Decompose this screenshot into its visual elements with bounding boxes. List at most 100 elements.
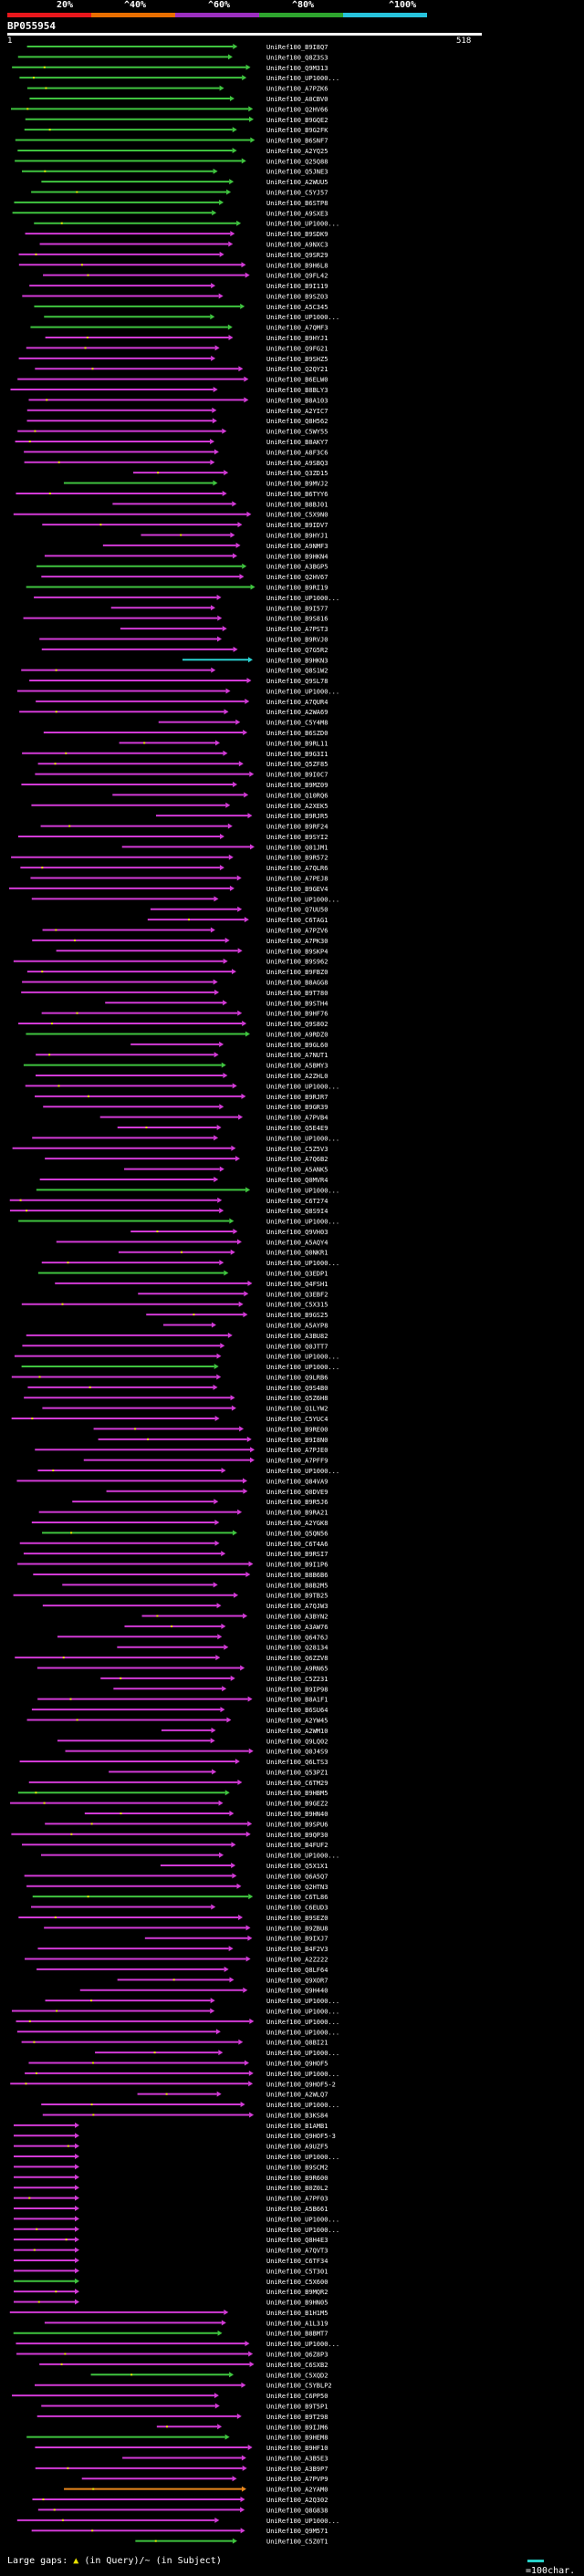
- hit-row[interactable]: UniRef100_A2ZHL0: [35, 1073, 328, 1080]
- hit-row[interactable]: UniRef100_Q0J4S9: [65, 1748, 328, 1756]
- hit-label[interactable]: UniRef100_B9STH4: [266, 1000, 328, 1007]
- hit-row[interactable]: UniRef100_Q2QY21: [35, 366, 328, 373]
- hit-label[interactable]: UniRef100_A7QMF3: [266, 325, 328, 332]
- hit-row[interactable]: UniRef100_Q5E4E9: [117, 1124, 328, 1132]
- hit-row[interactable]: UniRef100_B9G2FK: [24, 127, 328, 134]
- hit-row[interactable]: UniRef100_B8AKY7: [15, 438, 328, 446]
- hit-row[interactable]: UniRef100_B9SYI2: [17, 833, 328, 841]
- hit-label[interactable]: UniRef100_UP1000...: [266, 1998, 339, 2005]
- hit-row[interactable]: UniRef100_A2WM10: [161, 1727, 328, 1735]
- hit-row[interactable]: UniRef100_B9I119: [29, 283, 328, 290]
- hit-label[interactable]: UniRef100_Q7G5R2: [266, 647, 328, 654]
- hit-row[interactable]: UniRef100_C6TAG1: [147, 917, 328, 924]
- hit-row[interactable]: UniRef100_Q9H440: [79, 1987, 328, 1995]
- hit-label[interactable]: UniRef100_B9IDV7: [266, 522, 328, 529]
- hit-label[interactable]: UniRef100_Q6LTS3: [266, 1759, 328, 1766]
- hit-row[interactable]: UniRef100_Q8Z3S3: [17, 54, 328, 61]
- hit-row[interactable]: UniRef100_A7PST3: [120, 626, 328, 633]
- hit-label[interactable]: UniRef100_B9SPU6: [266, 1821, 328, 1828]
- hit-row[interactable]: UniRef100_B9RF24: [40, 823, 328, 831]
- hit-label[interactable]: UniRef100_B8AKY7: [266, 439, 328, 446]
- hit-row[interactable]: UniRef100_B9STH4: [105, 1000, 328, 1007]
- hit-label[interactable]: UniRef100_A2XEK5: [266, 803, 328, 810]
- hit-label[interactable]: UniRef100_B9TB25: [266, 1593, 328, 1600]
- hit-label[interactable]: UniRef100_Q01JM1: [266, 844, 328, 851]
- hit-row[interactable]: UniRef100_Q10RQ6: [112, 792, 328, 799]
- hit-row[interactable]: UniRef100_B9IP98: [113, 1686, 328, 1693]
- hit-label[interactable]: UniRef100_A7QLR6: [266, 865, 328, 872]
- hit-label[interactable]: UniRef100_B9HN40: [266, 1811, 328, 1818]
- hit-label[interactable]: UniRef100_A2Z222: [266, 1957, 328, 1964]
- hit-row[interactable]: UniRef100_B9HF10: [35, 2445, 328, 2452]
- hit-label[interactable]: UniRef100_B6TYY6: [266, 491, 328, 498]
- hit-row[interactable]: UniRef100_A2WUU5: [41, 179, 328, 186]
- hit-row[interactable]: UniRef100_A2YW45: [26, 1717, 328, 1724]
- hit-row[interactable]: UniRef100_C5Y4M8: [158, 719, 328, 727]
- hit-row[interactable]: UniRef100_B4F2V3: [37, 1946, 328, 1953]
- hit-row[interactable]: UniRef100_A5C345: [34, 303, 328, 311]
- hit-label[interactable]: UniRef100_UP1000...: [266, 2009, 339, 2016]
- hit-row[interactable]: UniRef100_UP1000...: [16, 2029, 339, 2036]
- hit-label[interactable]: UniRef100_Q8BI21: [266, 2040, 328, 2047]
- hit-label[interactable]: UniRef100_B9HEM8: [266, 2435, 328, 2442]
- hit-label[interactable]: UniRef100_Q5E4E9: [266, 1125, 328, 1132]
- hit-label[interactable]: UniRef100_UP1000...: [266, 1187, 339, 1194]
- hit-row[interactable]: UniRef100_Q5Z6H8: [24, 1395, 328, 1402]
- hit-label[interactable]: UniRef100_A3BGP5: [266, 564, 328, 571]
- hit-row[interactable]: UniRef100_Q0JTT7: [22, 1343, 328, 1350]
- hit-label[interactable]: UniRef100_Q53PZ1: [266, 1769, 328, 1776]
- hit-label[interactable]: UniRef100_A7PVB4: [266, 1115, 328, 1122]
- hit-label[interactable]: UniRef100_A3B9P7: [266, 2466, 328, 2473]
- hit-label[interactable]: UniRef100_Q9M313: [266, 65, 328, 72]
- hit-row[interactable]: UniRef100_UP1000...: [16, 2341, 339, 2348]
- hit-label[interactable]: UniRef100_UP1000...: [266, 1853, 339, 1860]
- hit-label[interactable]: UniRef100_Q9HOF5-3: [266, 2133, 336, 2140]
- hit-label[interactable]: UniRef100_B9RF24: [266, 824, 328, 831]
- hit-label[interactable]: UniRef100_B9HKN3: [266, 657, 328, 664]
- hit-label[interactable]: UniRef100_B9SZ03: [266, 293, 328, 300]
- hit-label[interactable]: UniRef100_B1AMB1: [266, 2123, 328, 2130]
- hit-row[interactable]: UniRef100_Q8LF64: [36, 1966, 328, 1974]
- hit-row[interactable]: UniRef100_UP1000...: [34, 220, 339, 228]
- hit-label[interactable]: UniRef100_Q5ZF85: [266, 761, 328, 768]
- hit-label[interactable]: UniRef100_A7QVT3: [266, 2248, 328, 2255]
- hit-label[interactable]: UniRef100_B9SYI2: [266, 834, 328, 841]
- hit-label[interactable]: UniRef100_B8BJ01: [266, 501, 328, 508]
- hit-label[interactable]: UniRef100_Q6Z8P3: [266, 2352, 328, 2359]
- hit-row[interactable]: UniRef100_B3KS84: [42, 2112, 328, 2119]
- hit-row[interactable]: UniRef100_B9RE00: [93, 1426, 328, 1433]
- hit-label[interactable]: UniRef100_B8BMT7: [266, 2331, 328, 2338]
- hit-label[interactable]: UniRef100_B9SDK9: [266, 231, 328, 238]
- hit-label[interactable]: UniRef100_B9I1P6: [266, 1562, 328, 1569]
- hit-label[interactable]: UniRef100_A2YW45: [266, 1717, 328, 1724]
- hit-label[interactable]: UniRef100_B9I8Q7: [266, 44, 328, 51]
- hit-label[interactable]: UniRef100_Q8S1W2: [266, 668, 328, 675]
- hit-label[interactable]: UniRef100_Q0MVR4: [266, 1177, 328, 1184]
- hit-row[interactable]: UniRef100_UP1000...: [14, 2226, 339, 2234]
- hit-label[interactable]: UniRef100_C5T301: [266, 2268, 328, 2275]
- hit-row[interactable]: UniRef100_B9I577: [110, 605, 328, 612]
- hit-row[interactable]: UniRef100_A2YIC7: [26, 407, 328, 415]
- hit-row[interactable]: UniRef100_A7PVP9: [81, 2476, 328, 2483]
- hit-label[interactable]: UniRef100_B9GEZ2: [266, 1801, 328, 1808]
- hit-label[interactable]: UniRef100_B8A1F1: [266, 1697, 328, 1704]
- hit-row[interactable]: UniRef100_B9G3I1: [22, 750, 328, 758]
- hit-row[interactable]: UniRef100_A2YAM0: [64, 2486, 328, 2494]
- hit-label[interactable]: UniRef100_B9SCM2: [266, 2164, 328, 2171]
- hit-label[interactable]: UniRef100_B9S962: [266, 959, 328, 966]
- hit-label[interactable]: UniRef100_Q9LRB6: [266, 1374, 328, 1381]
- hit-label[interactable]: UniRef100_A9SBQ3: [266, 460, 328, 467]
- hit-row[interactable]: UniRef100_C5Z231: [100, 1675, 328, 1683]
- hit-row[interactable]: UniRef100_B9RJR7: [35, 1093, 328, 1101]
- hit-row[interactable]: UniRef100_Q8BI21: [21, 2039, 328, 2047]
- hit-row[interactable]: UniRef100_B9S962: [13, 958, 328, 966]
- hit-row[interactable]: UniRef100_B9I0C7: [35, 771, 328, 779]
- hit-row[interactable]: UniRef100_A9RDZ0: [26, 1031, 328, 1038]
- hit-row[interactable]: UniRef100_B9MZ09: [21, 781, 328, 789]
- hit-label[interactable]: UniRef100_C5XQD2: [266, 2372, 328, 2379]
- hit-label[interactable]: UniRef100_B9I577: [266, 605, 328, 612]
- hit-label[interactable]: UniRef100_B9IP98: [266, 1686, 328, 1693]
- hit-label[interactable]: UniRef100_B9T780: [266, 990, 328, 997]
- hit-label[interactable]: UniRef100_C5YUC4: [266, 1416, 328, 1423]
- hit-label[interactable]: UniRef100_B9GS25: [266, 1312, 328, 1319]
